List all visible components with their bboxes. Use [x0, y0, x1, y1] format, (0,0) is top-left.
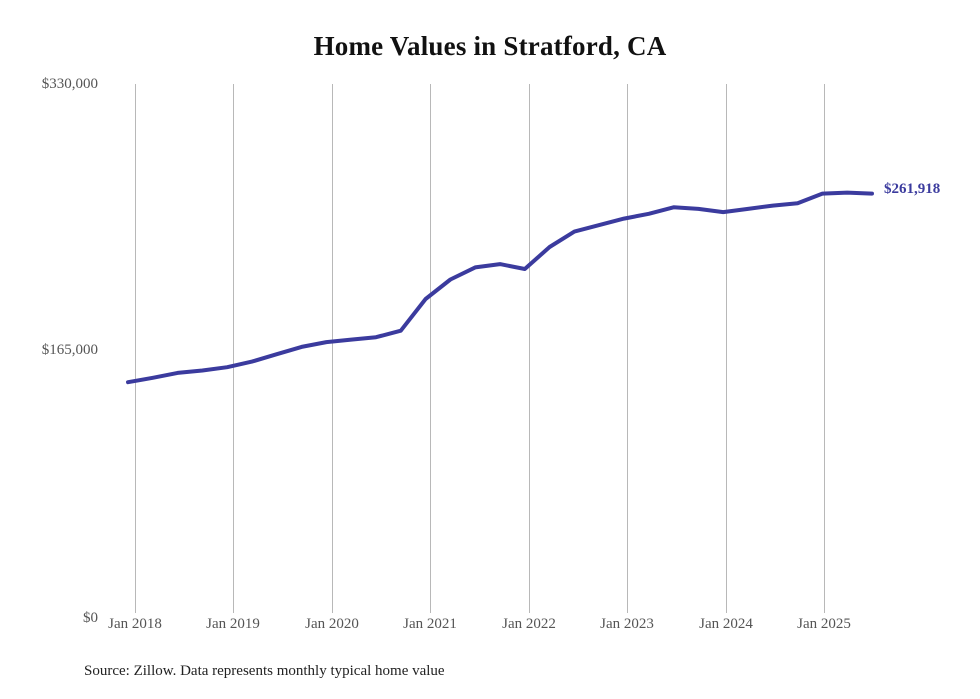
gridline-jan-2022: [529, 84, 530, 613]
home-value-series-line: [126, 190, 874, 385]
gridline-jan-2019: [233, 84, 234, 613]
end-value-label: $261,918: [884, 181, 941, 197]
xtick-label-jan-2018: Jan 2018: [108, 616, 162, 632]
page-title: Home Values in Stratford, CA: [313, 31, 667, 61]
xtick-label-jan-2022: Jan 2022: [502, 616, 556, 632]
ytick-label-mid: $165,000: [41, 342, 98, 358]
ytick-label-bottom: $0: [83, 610, 98, 626]
ytick-165000: $165,000: [0, 342, 98, 360]
gridline-jan-2021: [430, 84, 431, 613]
xtick-label-jan-2019: Jan 2019: [206, 616, 260, 632]
gridline-jan-2024: [726, 84, 727, 613]
xtick-label-jan-2024: Jan 2024: [699, 616, 753, 632]
xtick-label-jan-2023: Jan 2023: [600, 616, 654, 632]
xtick-label-jan-2021: Jan 2021: [403, 616, 457, 632]
source-note: Source: Zillow. Data represents monthly …: [84, 663, 445, 679]
gridline-jan-2018: [135, 84, 136, 613]
ytick-label-top: $330,000: [41, 76, 98, 92]
gridline-jan-2020: [332, 84, 333, 613]
xtick-label-jan-2020: Jan 2020: [305, 616, 359, 632]
gridline-jan-2025: [824, 84, 825, 613]
ytick-330000: $330,000: [0, 76, 98, 94]
gridline-jan-2023: [627, 84, 628, 613]
ytick-0: $0: [0, 610, 98, 628]
xtick-label-jan-2025: Jan 2025: [797, 616, 851, 632]
